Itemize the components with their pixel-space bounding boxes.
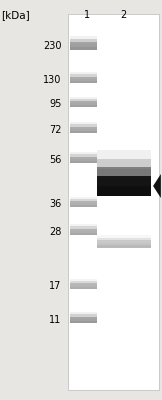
Bar bbox=[97, 159, 151, 176]
Bar bbox=[97, 167, 151, 176]
Bar bbox=[70, 81, 97, 83]
Bar bbox=[70, 199, 97, 201]
Bar bbox=[70, 197, 97, 201]
Bar bbox=[70, 39, 97, 42]
Bar bbox=[70, 74, 97, 77]
Bar bbox=[70, 203, 97, 207]
Bar bbox=[97, 176, 151, 196]
Bar bbox=[97, 245, 151, 248]
Bar bbox=[97, 178, 151, 196]
Bar bbox=[97, 238, 151, 240]
Bar bbox=[70, 76, 97, 83]
Bar bbox=[70, 124, 97, 127]
Bar bbox=[70, 224, 97, 229]
Bar bbox=[70, 131, 97, 133]
Bar bbox=[68, 14, 159, 390]
Text: 1: 1 bbox=[84, 10, 91, 20]
Bar bbox=[97, 186, 151, 196]
Bar bbox=[70, 101, 97, 107]
Polygon shape bbox=[153, 174, 161, 198]
Bar bbox=[70, 44, 97, 50]
Text: 28: 28 bbox=[49, 227, 62, 237]
Text: 95: 95 bbox=[49, 99, 62, 109]
Bar bbox=[97, 169, 151, 196]
Text: [kDa]: [kDa] bbox=[2, 10, 30, 20]
Bar bbox=[70, 159, 97, 163]
Bar bbox=[70, 129, 97, 133]
Bar bbox=[70, 201, 97, 207]
Text: 56: 56 bbox=[49, 155, 62, 165]
Bar bbox=[97, 150, 151, 176]
Bar bbox=[70, 127, 97, 133]
Bar bbox=[70, 99, 97, 101]
Bar bbox=[70, 103, 97, 107]
Bar bbox=[70, 36, 97, 42]
Bar bbox=[70, 317, 97, 323]
Text: 2: 2 bbox=[120, 10, 126, 20]
Text: 72: 72 bbox=[49, 125, 62, 135]
Text: 17: 17 bbox=[49, 281, 62, 291]
Bar bbox=[70, 281, 97, 283]
Bar bbox=[70, 47, 97, 50]
Bar bbox=[70, 161, 97, 163]
Bar bbox=[70, 204, 97, 207]
Bar bbox=[70, 42, 97, 50]
Bar bbox=[70, 312, 97, 317]
Bar bbox=[97, 242, 151, 248]
Bar bbox=[70, 79, 97, 83]
Bar bbox=[70, 152, 97, 157]
Bar bbox=[70, 285, 97, 289]
Bar bbox=[70, 233, 97, 235]
Bar bbox=[70, 229, 97, 235]
Bar bbox=[70, 154, 97, 157]
Bar bbox=[97, 235, 151, 240]
Bar bbox=[70, 321, 97, 323]
Bar bbox=[70, 319, 97, 323]
Bar bbox=[70, 231, 97, 235]
Bar bbox=[70, 105, 97, 107]
Bar bbox=[70, 314, 97, 317]
Text: 130: 130 bbox=[43, 75, 62, 85]
Text: 230: 230 bbox=[43, 41, 62, 51]
Text: 11: 11 bbox=[49, 315, 62, 325]
Bar bbox=[70, 157, 97, 163]
Bar bbox=[70, 122, 97, 127]
Bar bbox=[70, 72, 97, 77]
Bar bbox=[70, 279, 97, 283]
Bar bbox=[70, 226, 97, 229]
Bar bbox=[97, 240, 151, 248]
Bar bbox=[70, 286, 97, 289]
Bar bbox=[70, 283, 97, 289]
Text: 36: 36 bbox=[49, 199, 62, 209]
Bar bbox=[70, 97, 97, 101]
